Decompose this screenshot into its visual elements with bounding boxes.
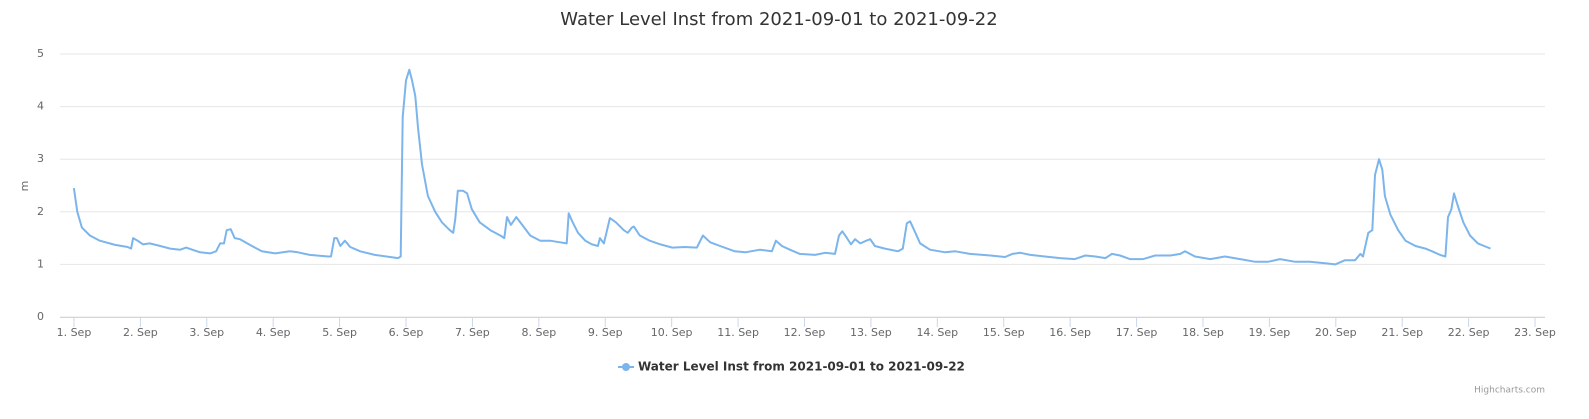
x-tick-label: 5. Sep	[322, 326, 357, 339]
y-tick-label: 5	[37, 47, 44, 60]
x-tick-label: 12. Sep	[784, 326, 826, 339]
x-tick-label: 18. Sep	[1182, 326, 1224, 339]
x-tick-label: 11. Sep	[717, 326, 759, 339]
y-tick-label: 0	[37, 310, 44, 323]
x-tick-label: 10. Sep	[651, 326, 693, 339]
x-tick-label: 20. Sep	[1315, 326, 1357, 339]
y-tick-label: 1	[37, 257, 44, 270]
legend-symbol-marker	[622, 363, 630, 371]
x-tick-label: 15. Sep	[983, 326, 1025, 339]
x-tick-label: 2. Sep	[123, 326, 158, 339]
x-tick-label: 23. Sep	[1514, 326, 1556, 339]
x-tick-label: 3. Sep	[189, 326, 224, 339]
y-tick-label: 2	[37, 205, 44, 218]
x-tick-label: 7. Sep	[455, 326, 490, 339]
x-tick-label: 9. Sep	[588, 326, 623, 339]
x-tick-label: 17. Sep	[1116, 326, 1158, 339]
x-tick-label: 16. Sep	[1049, 326, 1091, 339]
x-tick-label: 22. Sep	[1448, 326, 1490, 339]
x-tick-label: 19. Sep	[1249, 326, 1291, 339]
credits[interactable]: Highcharts.com	[1474, 386, 1545, 396]
x-tick-label: 14. Sep	[916, 326, 958, 339]
x-tick-label: 8. Sep	[521, 326, 556, 339]
legend-item[interactable]: Water Level Inst from 2021-09-01 to 2021…	[638, 360, 965, 374]
chart-title: Water Level Inst from 2021-09-01 to 2021…	[560, 9, 997, 30]
y-tick-label: 3	[37, 152, 44, 165]
data-line	[72, 68, 1491, 266]
x-tick-label: 21. Sep	[1381, 326, 1423, 339]
y-axis-label: m	[18, 181, 31, 192]
x-tick-label: 1. Sep	[57, 326, 92, 339]
y-tick-label: 4	[37, 100, 44, 113]
x-tick-label: 13. Sep	[850, 326, 892, 339]
x-tick-label: 4. Sep	[256, 326, 291, 339]
x-tick-label: 6. Sep	[389, 326, 424, 339]
